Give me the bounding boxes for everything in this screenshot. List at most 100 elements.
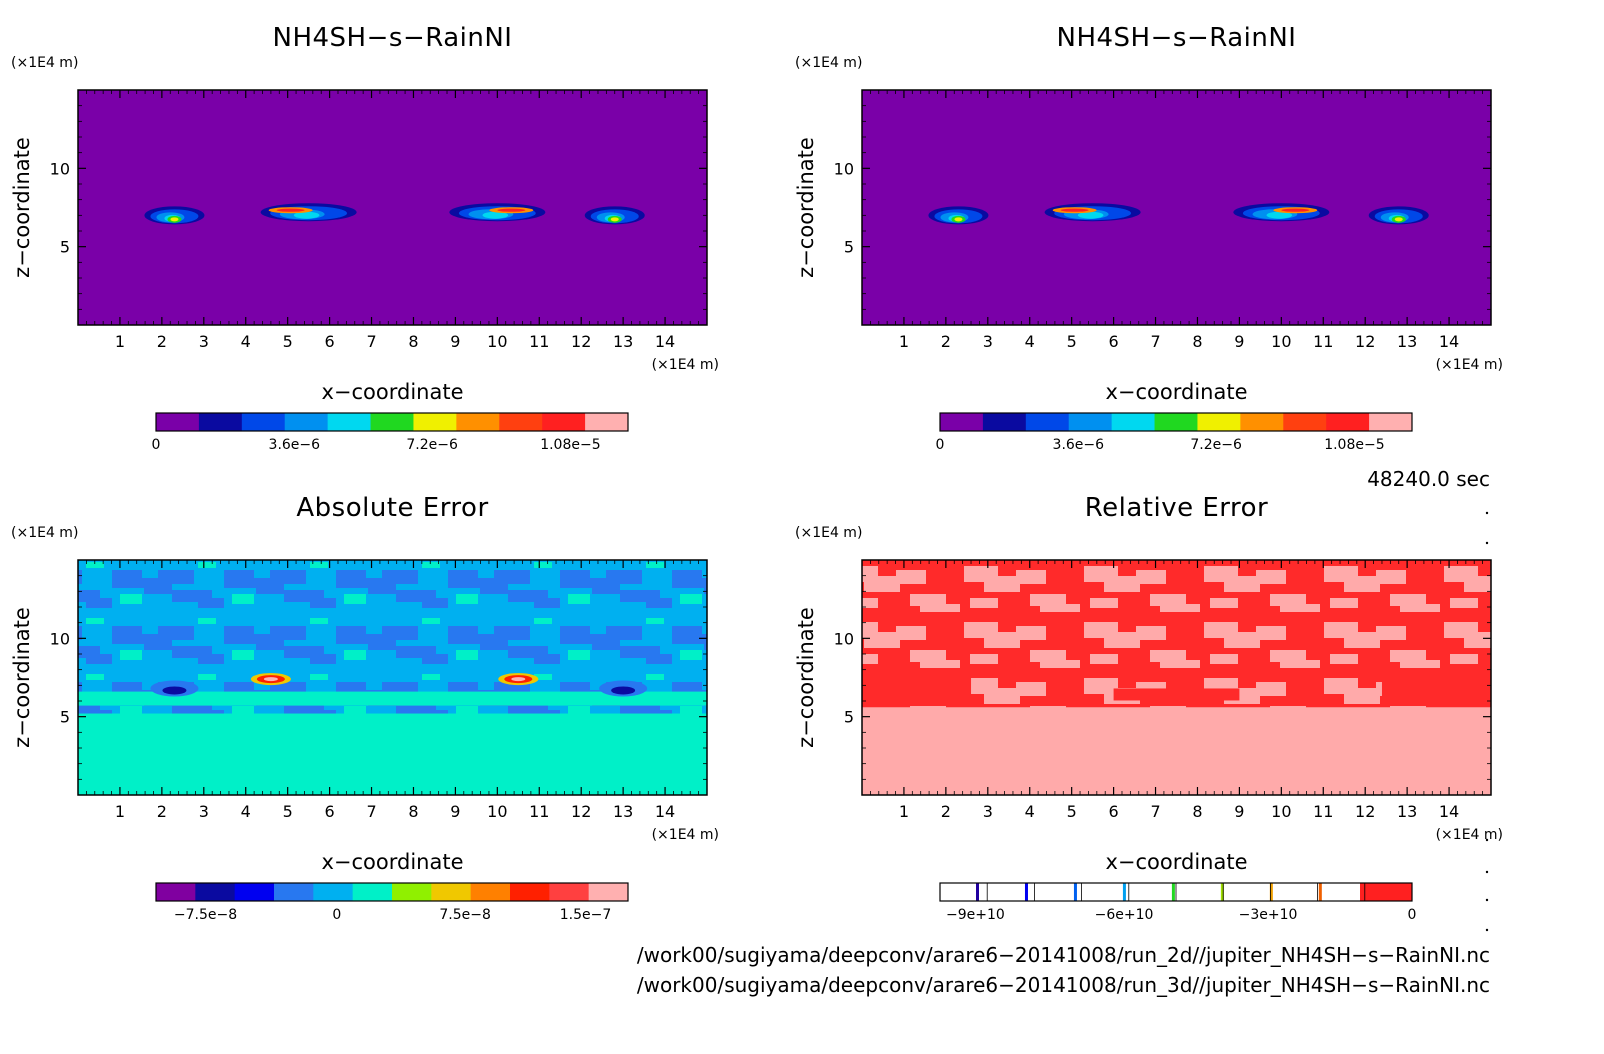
x-tick-label: 8 xyxy=(408,802,418,821)
plot-title: Absolute Error xyxy=(296,493,488,523)
colorbar-swatch xyxy=(1111,413,1156,431)
x-tick-label: 1 xyxy=(115,332,125,351)
x-tick-label: 7 xyxy=(1150,802,1160,821)
plot-frame xyxy=(861,89,1492,326)
cloud-feature xyxy=(449,203,546,222)
x-tick-label: 8 xyxy=(1192,332,1202,351)
x-tick-label: 7 xyxy=(366,802,376,821)
colorbar-swatch xyxy=(241,413,286,431)
colorbar-swatch xyxy=(1283,413,1327,431)
x-tick-label: 9 xyxy=(1234,332,1244,351)
x-axis-label: x−coordinate xyxy=(1105,850,1247,874)
x-unit-label: (×1E4 m) xyxy=(1436,357,1503,373)
mid-layer xyxy=(78,691,707,706)
x-tick-label: 4 xyxy=(241,332,251,351)
x-tick-label: 2 xyxy=(157,332,167,351)
colorbar-tick-label: −7.5e−8 xyxy=(174,907,237,923)
margin-dot xyxy=(1485,928,1489,932)
colorbar-swatch xyxy=(1240,413,1284,431)
colorbar-tick-label: −9e+10 xyxy=(946,907,1005,923)
colorbar-swatch xyxy=(392,883,432,901)
x-unit-label: (×1E4 m) xyxy=(652,357,719,373)
x-tick-label: 13 xyxy=(613,332,633,351)
x-tick-label: 3 xyxy=(983,802,993,821)
y-tick-label: 10 xyxy=(50,159,70,178)
x-tick-label: 5 xyxy=(283,802,293,821)
colorbar-swatch xyxy=(284,413,329,431)
error-region-left xyxy=(862,672,972,705)
colorbar-swatch xyxy=(1024,883,1028,901)
y-axis-label: z−coordinate xyxy=(10,607,34,748)
colorbar-swatch xyxy=(1025,413,1070,431)
colorbar-swatch xyxy=(1369,413,1413,431)
colorbar-tick-label: 0 xyxy=(332,907,341,923)
x-tick-label: 13 xyxy=(1397,802,1417,821)
colorbar-tick-label: −3e+10 xyxy=(1239,907,1298,923)
cloud-feature xyxy=(1044,203,1141,222)
colorbar-tick-label: 3.6e−6 xyxy=(1053,437,1105,453)
error-feature-core xyxy=(162,686,187,695)
x-tick-label: 1 xyxy=(899,802,909,821)
margin-dot xyxy=(1485,870,1489,874)
colorbar-frame xyxy=(939,412,1413,432)
colorbar-swatch xyxy=(976,883,979,901)
y-tick-label: 5 xyxy=(60,238,70,257)
x-tick-label: 10 xyxy=(487,332,507,351)
x-tick-label: 10 xyxy=(487,802,507,821)
y-axis-label: z−coordinate xyxy=(794,607,818,748)
x-axis-label: x−coordinate xyxy=(1105,380,1247,404)
colorbar-swatch xyxy=(313,883,354,901)
cloud-feature xyxy=(584,206,645,225)
field-area xyxy=(78,560,707,795)
x-tick-label: 4 xyxy=(1025,332,1035,351)
colorbar-swatch xyxy=(456,413,500,431)
lower-uniform-layer xyxy=(78,713,707,795)
x-tick-label: 7 xyxy=(366,332,376,351)
colorbar-swatch xyxy=(431,883,472,901)
x-tick-label: 10 xyxy=(1271,332,1291,351)
colorbar-frame xyxy=(155,882,629,902)
x-tick-label: 2 xyxy=(941,332,951,351)
x-tick-label: 11 xyxy=(1313,332,1333,351)
colorbar-swatch xyxy=(499,413,543,431)
colorbar-swatch xyxy=(588,883,629,901)
x-tick-label: 7 xyxy=(1150,332,1160,351)
x-tick-label: 3 xyxy=(983,332,993,351)
colorbar-tick-label: 0 xyxy=(1408,907,1417,923)
colorbar-swatch xyxy=(470,883,511,901)
cloud-feature xyxy=(928,206,989,225)
colorbar-tick-label: 3.6e−6 xyxy=(269,437,321,453)
x-tick-label: 14 xyxy=(1439,802,1459,821)
colorbar-swatch xyxy=(1318,883,1322,901)
y-tick-label: 10 xyxy=(50,629,70,648)
colorbar-tick-label: 1.08e−5 xyxy=(1324,437,1384,453)
file-path-3d: /work00/sugiyama/deepconv/arare6−2014100… xyxy=(637,973,1490,997)
x-axis-label: x−coordinate xyxy=(321,380,463,404)
colorbar: −7.5e−8 0 7.5e−8 1.5e−7 xyxy=(155,882,629,923)
cloud-feature xyxy=(1233,203,1330,222)
x-tick-label: 13 xyxy=(1397,332,1417,351)
cloud-feature xyxy=(144,206,205,225)
x-tick-label: 12 xyxy=(1355,802,1375,821)
x-tick-label: 1 xyxy=(115,802,125,821)
plot-frame xyxy=(861,559,1492,796)
x-tick-label: 4 xyxy=(241,802,251,821)
y-unit-label: (×1E4 m) xyxy=(795,525,862,541)
margin-dot xyxy=(1485,541,1489,545)
colorbar-tick-label: 7.5e−8 xyxy=(439,907,491,923)
plot-title: NH4SH−s−RainNI xyxy=(273,23,513,53)
x-tick-label: 14 xyxy=(1439,332,1459,351)
colorbar-tick-label: −6e+10 xyxy=(1095,907,1154,923)
colorbar-swatch xyxy=(156,413,200,431)
x-tick-label: 2 xyxy=(157,802,167,821)
x-tick-label: 10 xyxy=(1271,802,1291,821)
x-tick-label: 11 xyxy=(529,332,549,351)
error-feature-peak xyxy=(511,677,526,682)
colorbar-swatch xyxy=(1073,883,1077,901)
file-path-2d: /work00/sugiyama/deepconv/arare6−2014100… xyxy=(637,943,1490,967)
colorbar: 0 3.6e−6 7.2e−6 1.08e−5 xyxy=(152,412,629,453)
x-tick-label: 14 xyxy=(655,332,675,351)
